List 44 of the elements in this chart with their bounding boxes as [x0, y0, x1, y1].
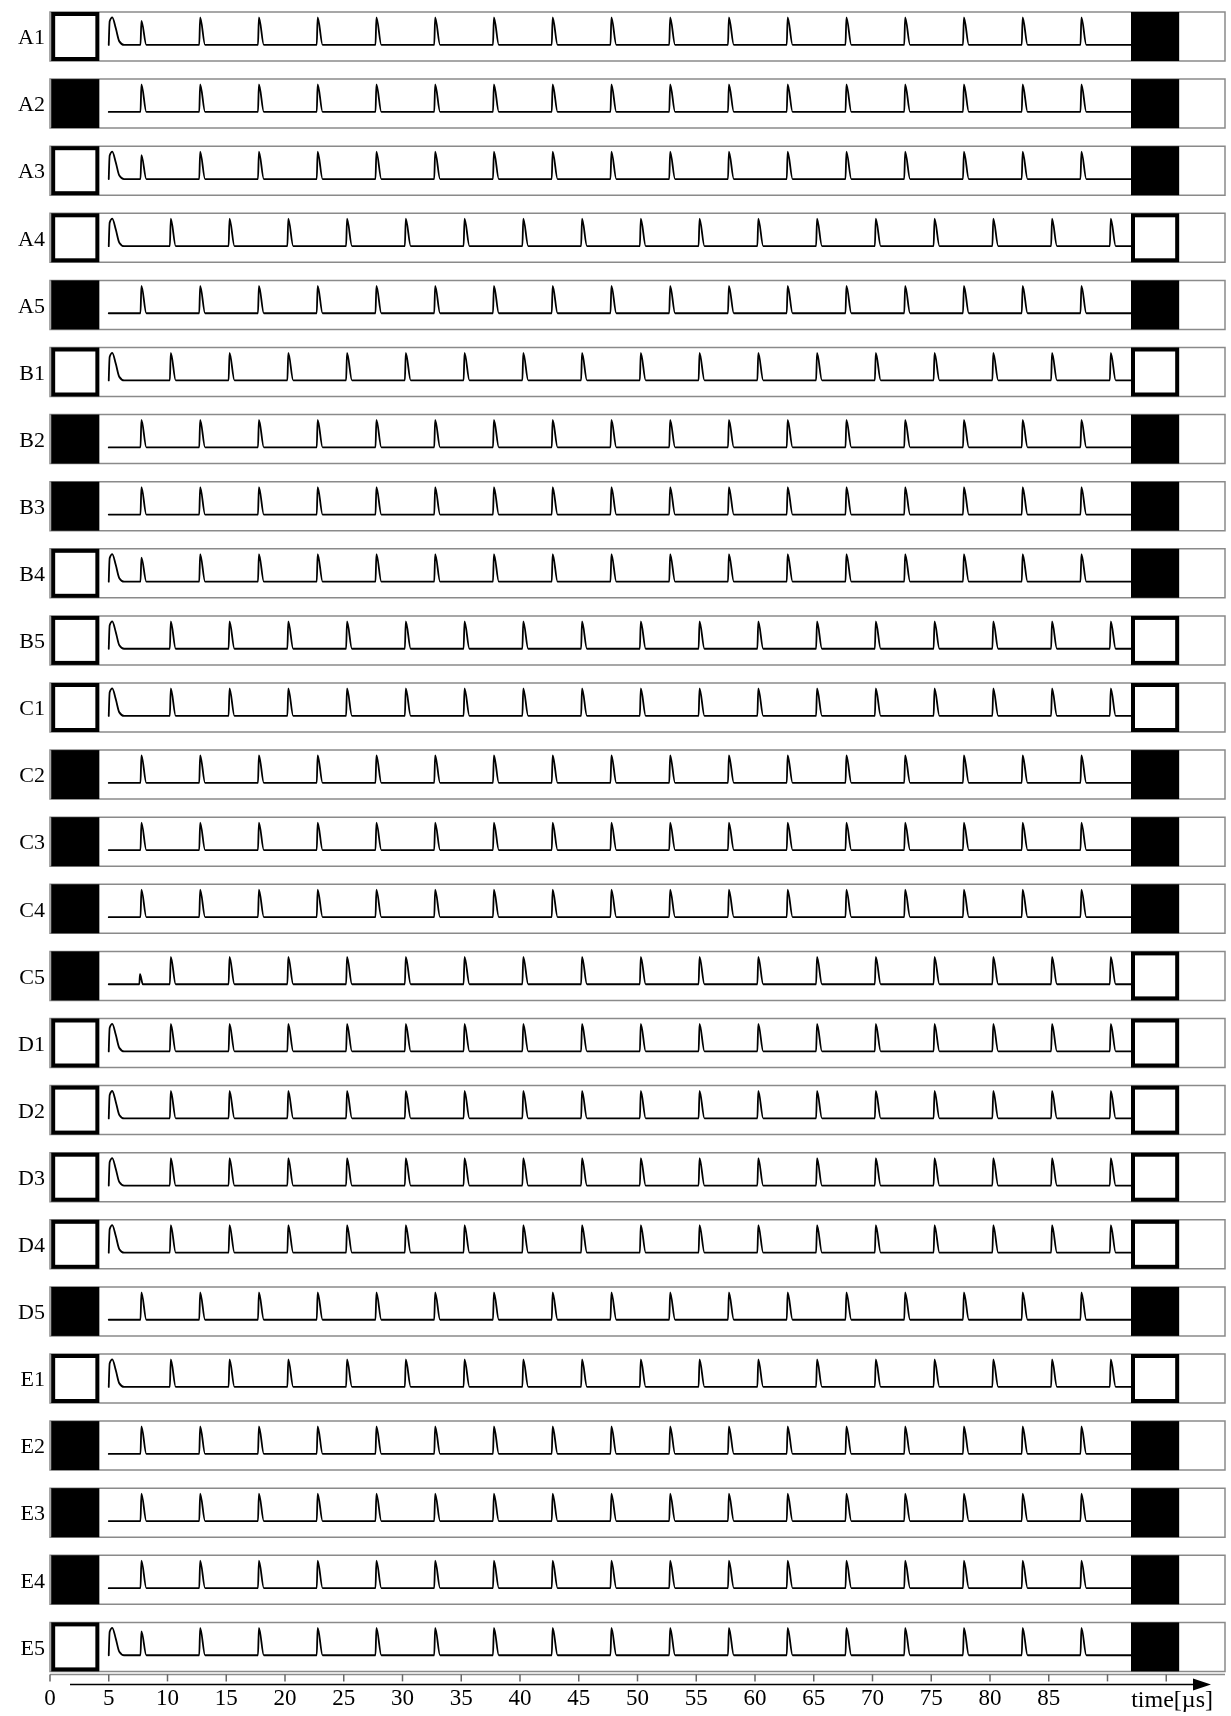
x-tick-label: 75: [919, 1685, 943, 1711]
x-tick-label: 25: [332, 1685, 356, 1711]
y-axis-title: E1: [20, 1366, 45, 1392]
x-tick-label: 40: [508, 1685, 532, 1711]
y-axis-title: B1: [19, 359, 45, 385]
y-axis-title: B2: [19, 426, 45, 452]
y-axis-title: A3: [18, 158, 45, 184]
y-axis-title: E5: [20, 1634, 45, 1660]
x-axis-title: time[µs]: [1131, 1686, 1213, 1713]
y-axis-title: D2: [18, 1097, 45, 1123]
x-tick-label: 5: [103, 1685, 115, 1711]
x-tick-label: 35: [449, 1685, 473, 1711]
x-tick-label: 60: [743, 1685, 767, 1711]
x-tick-label: 85: [1037, 1685, 1061, 1711]
y-axis-title: D1: [18, 1030, 45, 1056]
y-axis-title: A1: [18, 24, 45, 50]
x-tick-label: 55: [684, 1685, 708, 1711]
y-axis-title: E2: [20, 1433, 45, 1459]
y-axis-title: C5: [19, 963, 45, 989]
y-axis-title: C4: [19, 896, 45, 922]
y-axis-title: B3: [19, 493, 45, 519]
x-tick-label: 70: [861, 1685, 884, 1711]
y-axis-title: C3: [19, 829, 45, 855]
y-axis-title: D3: [18, 1164, 45, 1190]
x-tick-label: 10: [156, 1685, 179, 1711]
x-tick-label: 20: [273, 1685, 297, 1711]
x-tick-label: 0: [44, 1685, 56, 1711]
x-tick-label: 45: [567, 1685, 591, 1711]
y-axis-title: E3: [20, 1500, 45, 1526]
y-axis-title: A4: [18, 225, 45, 251]
y-axis-title: A2: [18, 91, 45, 117]
y-axis-title: E4: [20, 1567, 45, 1593]
y-axis-title: C1: [19, 695, 45, 721]
x-tick-label: 80: [978, 1685, 1002, 1711]
y-axis-title: B5: [19, 628, 45, 654]
y-axis-title: B4: [19, 561, 45, 586]
y-axis-title: A5: [18, 292, 45, 318]
y-axis-title: C2: [19, 762, 45, 788]
y-axis-title: D5: [18, 1299, 45, 1325]
x-tick-label: 30: [391, 1685, 414, 1711]
x-tick-label: 65: [802, 1685, 826, 1711]
x-tick-label: 50: [626, 1685, 649, 1711]
x-tick-label: 15: [214, 1685, 238, 1711]
y-axis-title: D4: [18, 1232, 45, 1257]
